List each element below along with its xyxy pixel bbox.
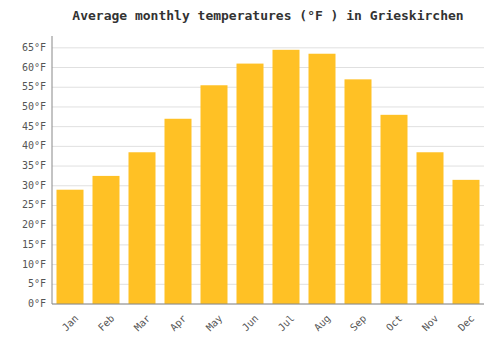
bar <box>237 64 264 304</box>
grid-line <box>52 126 484 127</box>
bar <box>201 85 228 304</box>
bars <box>57 50 480 304</box>
x-tick-label: Jul <box>276 313 297 334</box>
chart-svg: Average monthly temperatures (°F ) in Gr… <box>0 0 500 350</box>
bar <box>345 79 372 304</box>
y-tick-label: 20°F <box>22 219 46 230</box>
chart-container: Average monthly temperatures (°F ) in Gr… <box>0 0 500 350</box>
y-tick-label: 35°F <box>22 160 46 171</box>
x-tick-label: Nov <box>420 313 441 334</box>
title: Average monthly temperatures (°F ) in Gr… <box>72 8 463 23</box>
y-tick-label: 15°F <box>22 239 46 250</box>
y-tick-label: 25°F <box>22 199 46 210</box>
x-tick-label: Dec <box>456 313 477 334</box>
y-tick-label: 50°F <box>22 101 46 112</box>
bar <box>57 190 84 304</box>
y-axis-labels: 0°F 5°F 10°F 15°F 20°F 25°F 30°F 35°F 40°F 45°F 50… <box>22 42 46 309</box>
grid-line <box>52 304 484 305</box>
x-axis-line <box>52 304 484 305</box>
bar <box>273 50 300 304</box>
bar <box>129 152 156 304</box>
grid <box>52 48 484 304</box>
x-tick-label: May <box>204 313 225 334</box>
y-tick-label: 55°F <box>22 81 46 92</box>
bar <box>165 119 192 304</box>
y-tick-label: 0°F <box>28 298 46 309</box>
x-axis-labels: Jan Feb Mar Apr May Jun Jul Aug Sep Oct Nov Dec <box>60 313 477 334</box>
x-tick-label: Mar <box>132 313 153 334</box>
x-tick-label: Aug <box>312 313 333 334</box>
x-tick-label: Apr <box>168 313 189 334</box>
x-tick-label: Oct <box>384 313 405 334</box>
bar <box>309 54 336 304</box>
bar <box>453 180 480 304</box>
y-tick-label: 10°F <box>22 259 46 270</box>
grid-line <box>52 87 484 88</box>
y-tick-label: 45°F <box>22 121 46 132</box>
y-tick-label: 65°F <box>22 42 46 53</box>
grid-line <box>52 146 484 147</box>
grid-line <box>52 67 484 68</box>
x-tick-label: Jun <box>240 313 261 334</box>
bar <box>93 176 120 304</box>
x-tick-label: Sep <box>348 313 369 334</box>
y-tick-label: 5°F <box>28 278 46 289</box>
grid-line <box>52 47 484 48</box>
x-tick-label: Jan <box>60 313 81 334</box>
bar <box>381 115 408 304</box>
y-axis-line <box>52 36 53 304</box>
x-tick-label: Feb <box>96 313 117 334</box>
y-tick-label: 30°F <box>22 180 46 191</box>
grid-line <box>52 106 484 107</box>
bar <box>417 152 444 304</box>
y-tick-label: 40°F <box>22 140 46 151</box>
y-tick-label: 60°F <box>22 62 46 73</box>
